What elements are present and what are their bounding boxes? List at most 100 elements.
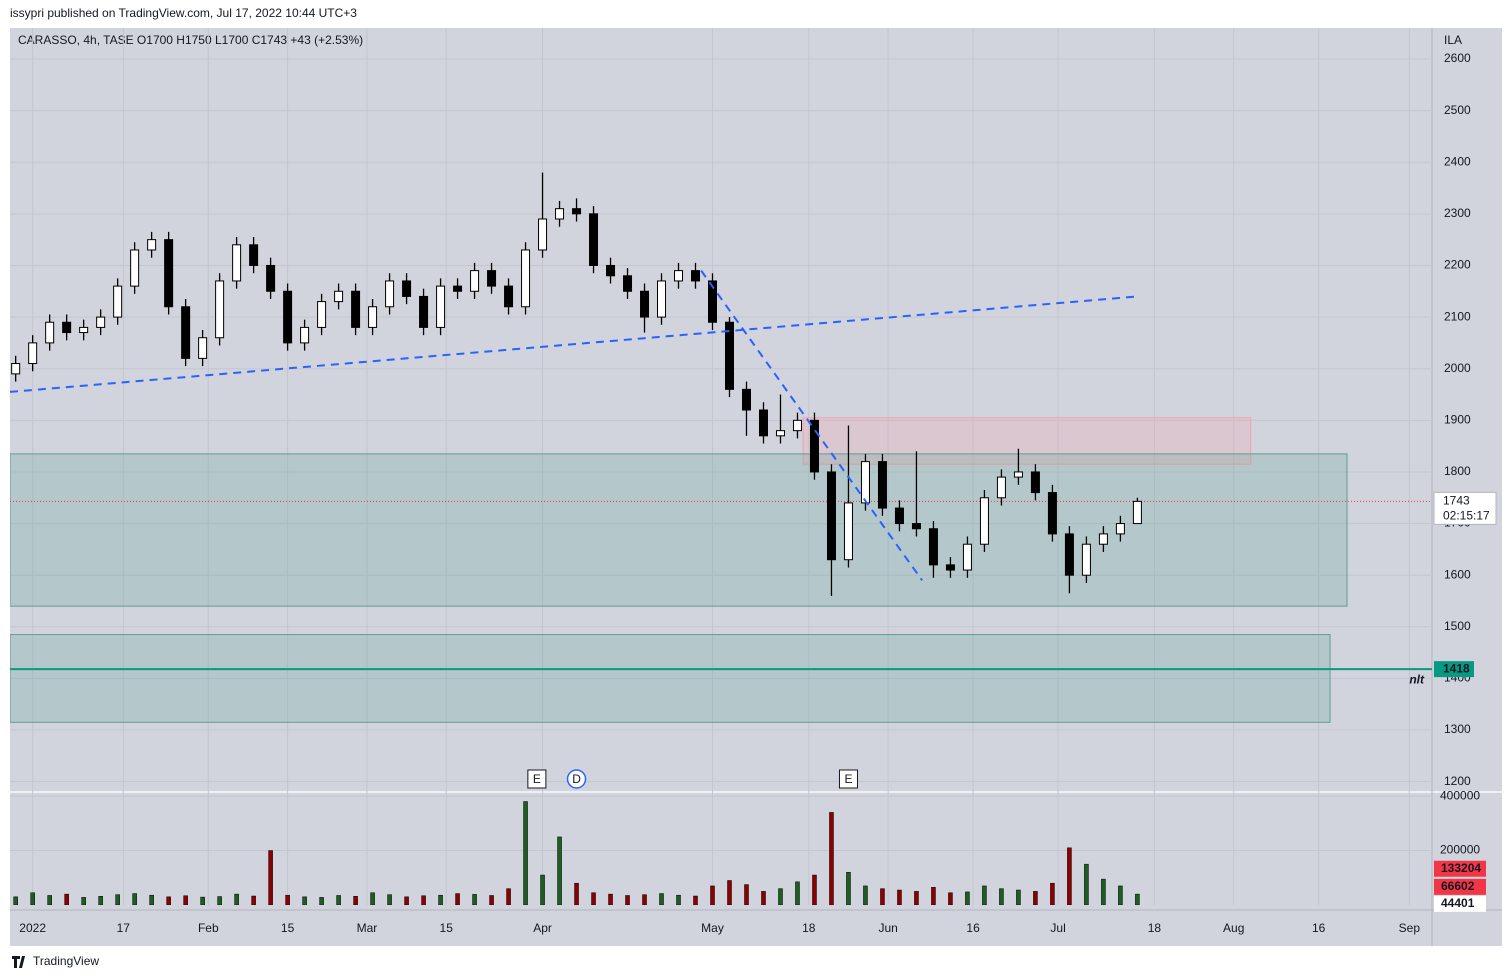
last-price-badge — [1433, 491, 1497, 525]
candle-body — [860, 461, 870, 504]
price-badge — [1434, 661, 1474, 678]
candle-body — [708, 280, 718, 323]
volume-bar — [166, 896, 171, 905]
candle-body — [300, 326, 310, 344]
volume-bar — [965, 891, 970, 905]
volume-bar — [812, 874, 817, 905]
trendline — [700, 270, 923, 581]
candle-body — [28, 342, 38, 365]
volume-bar — [149, 894, 154, 905]
zone — [10, 453, 1348, 607]
candle-body — [555, 208, 565, 220]
volume-bar — [47, 895, 52, 905]
candle-body — [657, 280, 667, 318]
candle-body — [62, 321, 72, 334]
candle-body — [317, 301, 327, 328]
candle-body — [640, 290, 650, 318]
x-tick-label: 16 — [966, 921, 980, 935]
candle-body — [283, 290, 293, 344]
volume-bar — [625, 895, 630, 905]
x-tick-label: 15 — [440, 921, 454, 935]
candle-body — [436, 285, 446, 328]
candle-body — [775, 430, 785, 437]
logo — [12, 956, 25, 968]
candle-body — [623, 275, 633, 292]
volume-bar — [1135, 893, 1140, 905]
last-price-text: 1743 — [1443, 494, 1470, 508]
volume-bar — [710, 885, 715, 905]
plot-area — [10, 28, 1432, 905]
volume-bar — [438, 894, 443, 905]
y-tick-label: 2400 — [1444, 154, 1471, 168]
volume-bar — [523, 801, 528, 905]
candle-body — [96, 316, 106, 328]
y-tick-label: 2300 — [1444, 206, 1471, 220]
volume-bar — [421, 895, 426, 905]
candle-body — [877, 461, 887, 509]
volume-badge — [1434, 878, 1486, 895]
volume-bar — [13, 896, 18, 905]
candle-body — [741, 388, 751, 411]
candle-body — [249, 244, 259, 266]
candle-body — [1030, 471, 1040, 494]
event-marker — [527, 769, 547, 789]
volume-bar — [200, 896, 205, 905]
volume-bar — [863, 885, 868, 905]
y-tick-label: 1500 — [1444, 619, 1471, 633]
chart-legend: CARASSO, 4h, TASE O1700 H1750 L1700 C174… — [18, 33, 363, 47]
volume-bar — [64, 893, 69, 905]
volume-bar — [1016, 889, 1021, 905]
brand: TradingView — [33, 954, 99, 968]
volume-bar — [81, 897, 86, 905]
candle-body — [691, 270, 701, 282]
volume-tick-label: 400000 — [1440, 788, 1480, 802]
candle-body — [130, 249, 140, 287]
candle-body — [792, 419, 802, 432]
currency: ILA — [1444, 33, 1462, 47]
volume-bar — [931, 887, 936, 905]
candle-body — [232, 244, 242, 282]
candle-body — [402, 280, 412, 297]
y-tick-label: 2500 — [1444, 103, 1471, 117]
candle-body — [453, 285, 463, 292]
candle-body — [1115, 523, 1125, 535]
candle-body — [724, 321, 734, 390]
candle-body — [809, 419, 819, 473]
event-marker — [838, 769, 858, 789]
candle-body — [521, 249, 531, 308]
candle-body — [1013, 471, 1023, 478]
volume-bar — [404, 896, 409, 905]
candle-body — [996, 476, 1006, 499]
y-tick-label: 1200 — [1444, 774, 1471, 788]
x-tick-label: Aug — [1223, 921, 1244, 935]
candle-body — [1132, 500, 1142, 525]
volume-bar — [1101, 878, 1106, 905]
candle-body — [11, 363, 21, 375]
volume-bar — [778, 888, 783, 905]
y-tick-label: 2200 — [1444, 258, 1471, 272]
candle-body — [928, 528, 938, 566]
horizontal-line-text: nlt — [1409, 672, 1425, 686]
trendline — [10, 295, 1138, 393]
candle-body — [1098, 533, 1108, 545]
volume-bar — [999, 888, 1004, 905]
volume-bar — [1084, 863, 1089, 905]
candle-body — [1081, 543, 1091, 576]
candle-body — [758, 409, 768, 437]
volume-bar — [914, 891, 919, 905]
candle-body — [198, 337, 208, 359]
candle-body — [1047, 492, 1057, 535]
volume-bar — [455, 893, 460, 905]
volume-bar — [30, 892, 35, 905]
event-label: E — [844, 772, 852, 786]
candle-body — [538, 218, 548, 251]
event-label: E — [533, 772, 541, 786]
volume-bar — [948, 892, 953, 905]
candle-body — [504, 285, 514, 308]
volume-bar — [387, 894, 392, 905]
x-tick-label: Jul — [1050, 921, 1065, 935]
x-tick-label: Apr — [533, 921, 552, 935]
volume-bar — [761, 891, 766, 905]
candle-body — [572, 208, 582, 215]
